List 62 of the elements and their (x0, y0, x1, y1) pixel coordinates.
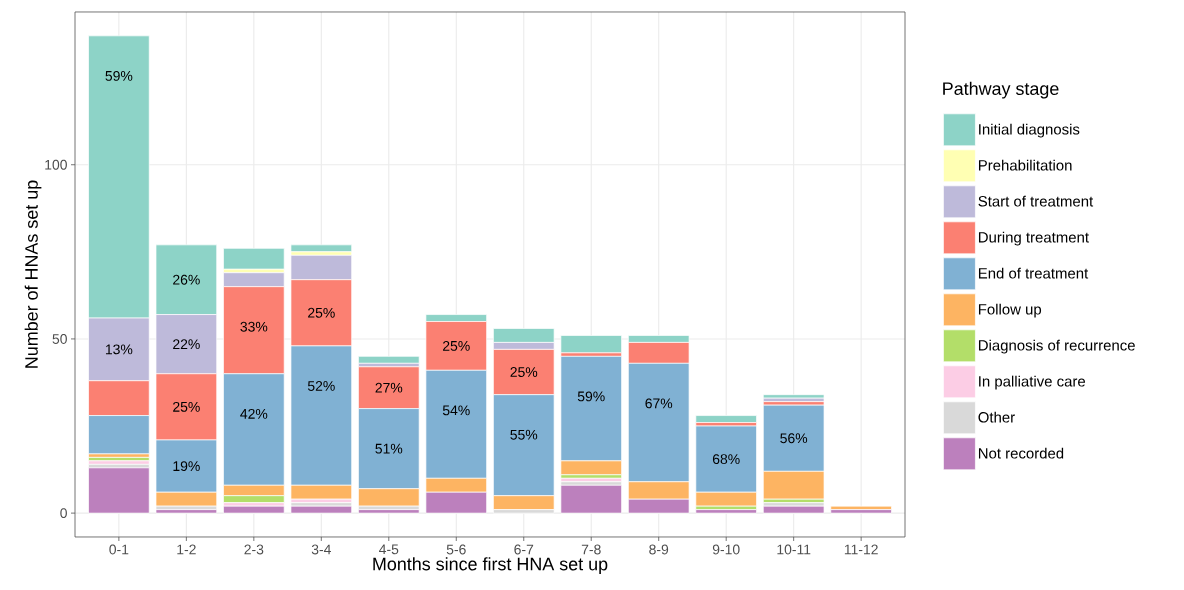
annotation: 33% (240, 321, 268, 332)
y-tick-label: 100 (45, 159, 67, 170)
legend-label: Prehabilitation (978, 159, 1072, 171)
legend-label: Start of treatment (978, 195, 1094, 207)
annotation: 25% (173, 401, 200, 412)
annotation: 68% (712, 454, 740, 465)
y-axis-title: Number of HNAs set up (24, 180, 42, 368)
annotation: 26% (173, 274, 200, 285)
bar (560, 335, 622, 354)
x-tick-label: 4-5 (379, 544, 399, 555)
legend-label: In palliative care (979, 375, 1086, 390)
y-tick-label: 50 (52, 333, 67, 344)
legend-label: Initial diagnosis (979, 123, 1080, 138)
x-tick-label: 8-9 (649, 544, 669, 555)
annotation: 56% (780, 433, 808, 444)
bar (290, 505, 353, 514)
x-tick-label: 5-6 (446, 544, 466, 555)
legend-label: Not recorded (978, 447, 1064, 459)
annotation: 67% (645, 398, 673, 409)
x-tick-label: 0-1 (109, 544, 129, 555)
bar (290, 244, 353, 253)
annotation: 59% (577, 391, 605, 402)
bar (223, 248, 285, 270)
bar (223, 505, 285, 514)
x-tick-label: 11-12 (844, 544, 878, 555)
legend-label: Other (978, 411, 1015, 423)
x-tick-label: 3-4 (311, 544, 331, 555)
legend-label: Diagnosis of recurrence (978, 339, 1135, 354)
y-tick-label: 0 (60, 508, 67, 519)
annotation: 25% (510, 367, 538, 377)
annotation: 27% (375, 382, 403, 393)
x-tick-label: 7-8 (581, 544, 601, 555)
annotation: 13% (105, 344, 133, 355)
bar (358, 356, 420, 364)
annotation: 54% (442, 405, 470, 416)
x-tick-label: 9-10 (712, 544, 740, 555)
annotation: 22% (173, 339, 200, 350)
annotation: 59% (105, 70, 133, 81)
bar (695, 509, 757, 514)
bar (358, 509, 420, 514)
x-tick-label: 10-11 (777, 544, 811, 555)
bar (762, 505, 825, 514)
x-axis-title: Months since first HNA set up (373, 557, 608, 574)
annotation: 25% (443, 340, 470, 351)
legend-label: Follow up (978, 303, 1042, 318)
annotation: 55% (510, 429, 538, 440)
bar (88, 467, 150, 514)
legend-label: End of treatment (978, 267, 1089, 279)
annotation: 25% (308, 307, 335, 318)
legend-title: Pathway stage (943, 81, 1059, 99)
annotation: 42% (240, 408, 268, 419)
bar (695, 415, 757, 423)
annotation: 51% (375, 443, 403, 454)
x-tick-label: 6-7 (514, 544, 534, 555)
annotation: 19% (173, 461, 200, 472)
x-tick-label: 2-3 (244, 544, 264, 555)
bar (830, 509, 892, 514)
x-tick-label: 1-2 (177, 544, 196, 555)
bar (560, 484, 622, 514)
bar (155, 509, 218, 514)
annotation: 52% (307, 381, 335, 391)
legend-label: During treatment (978, 231, 1089, 246)
